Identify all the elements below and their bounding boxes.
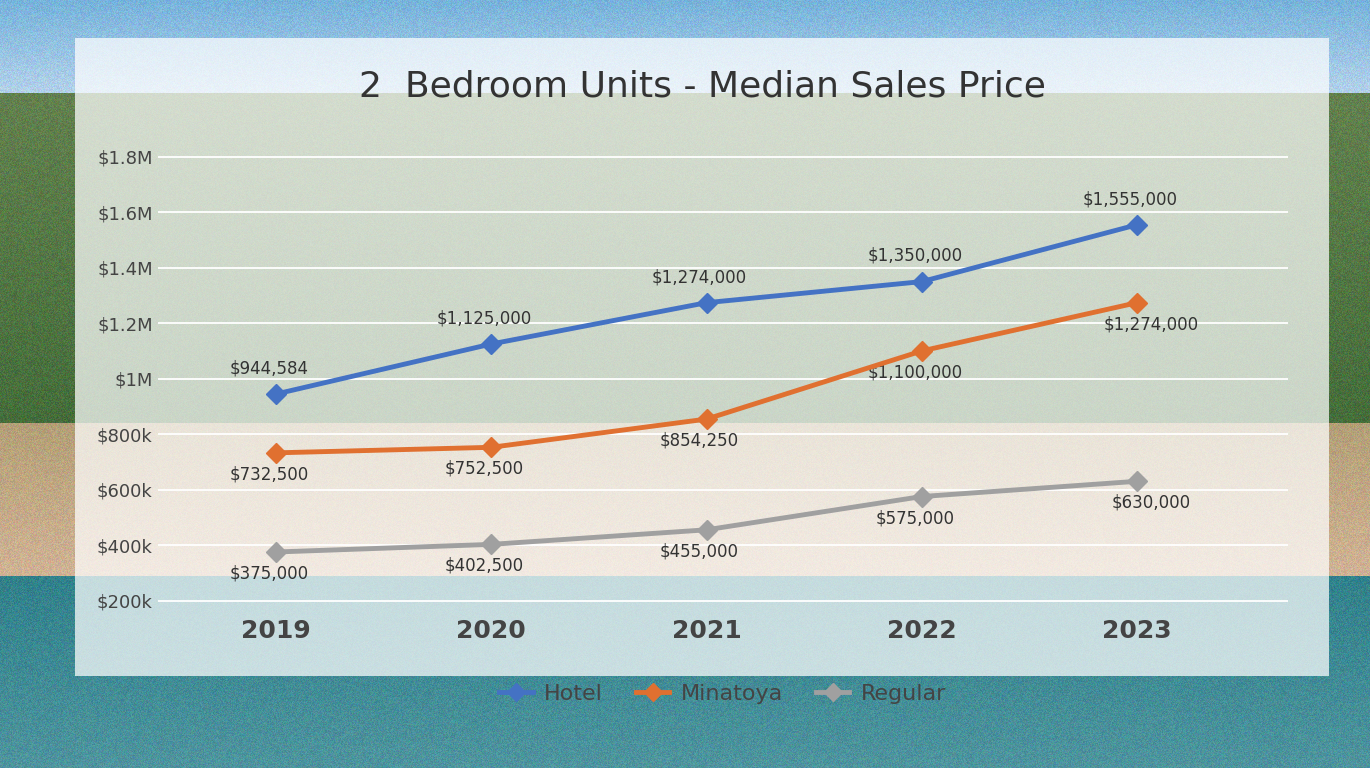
Text: $630,000: $630,000 [1111,494,1191,511]
Text: 2  Bedroom Units - Median Sales Price: 2 Bedroom Units - Median Sales Price [359,69,1045,103]
Minatoya [699,415,715,424]
Hotel [484,339,500,349]
Text: $732,500: $732,500 [229,465,308,483]
Text: $455,000: $455,000 [660,542,738,561]
Regular [699,525,715,535]
Regular [267,548,284,557]
Line: Minatoya: Minatoya [269,296,1144,460]
Hotel [267,389,284,399]
Line: Regular: Regular [269,475,1144,559]
Hotel [1129,220,1145,230]
Legend: Hotel, Minatoya, Regular: Hotel, Minatoya, Regular [490,675,955,713]
Text: $1,274,000: $1,274,000 [652,268,747,286]
Line: Hotel: Hotel [269,218,1144,401]
Text: $752,500: $752,500 [445,460,523,478]
Text: $575,000: $575,000 [875,509,955,527]
Hotel [699,298,715,307]
Hotel [914,277,930,286]
Text: $1,350,000: $1,350,000 [867,247,963,265]
Text: $1,125,000: $1,125,000 [437,310,532,327]
Minatoya [267,449,284,458]
Regular [1129,477,1145,486]
Minatoya [484,442,500,452]
Text: $944,584: $944,584 [230,359,308,377]
Text: $375,000: $375,000 [229,564,308,583]
Text: $1,100,000: $1,100,000 [867,363,963,382]
Regular [914,492,930,502]
Minatoya [914,346,930,356]
Minatoya [1129,298,1145,307]
Text: $1,555,000: $1,555,000 [1082,190,1178,208]
Regular [484,540,500,549]
Text: $854,250: $854,250 [660,432,740,449]
Text: $1,274,000: $1,274,000 [1103,315,1199,333]
Text: $402,500: $402,500 [445,557,523,575]
